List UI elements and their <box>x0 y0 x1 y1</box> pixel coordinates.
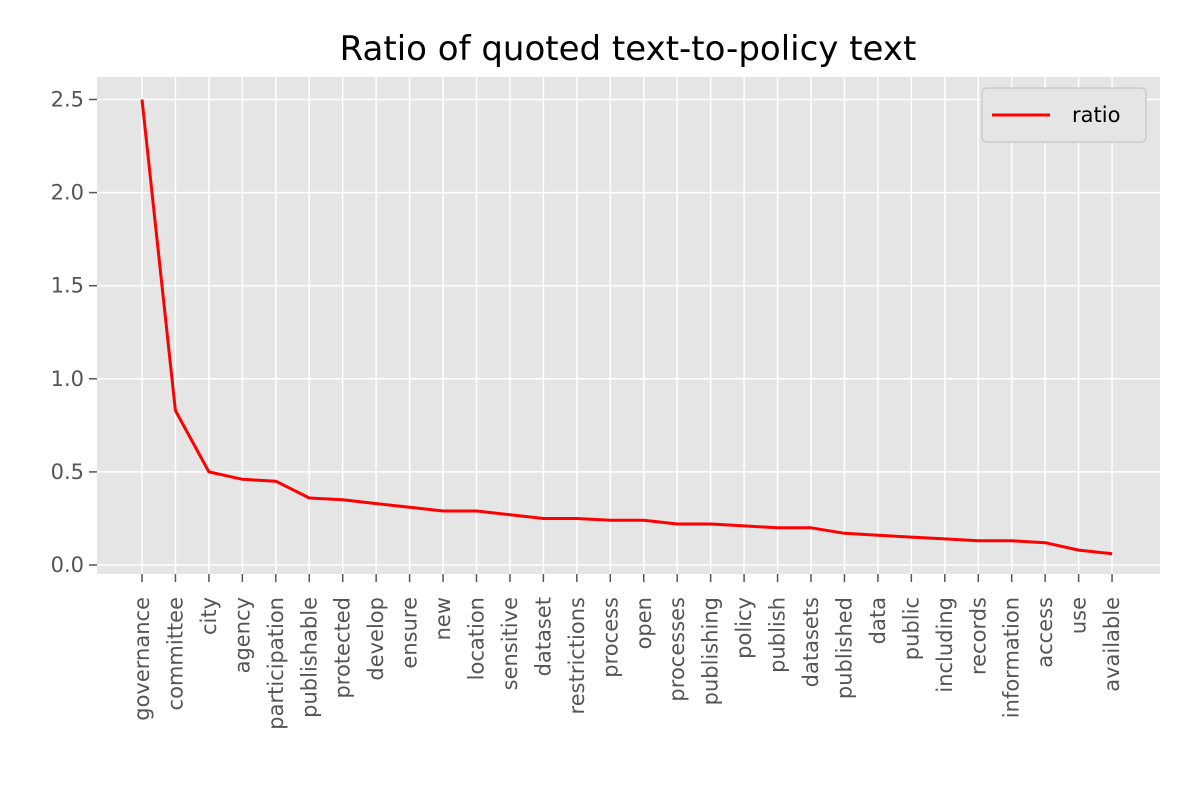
y-tick-label: 1.5 <box>51 274 84 298</box>
x-tick-label: public <box>899 597 923 660</box>
chart-title: Ratio of quoted text-to-policy text <box>340 29 917 69</box>
x-tick-label: protected <box>331 597 355 699</box>
grid <box>97 77 1160 574</box>
y-tick-label: 1.0 <box>51 367 84 391</box>
x-tick-label: publishing <box>699 597 723 705</box>
x-tick-label: policy <box>732 597 756 659</box>
y-tick-label: 2.0 <box>51 181 84 205</box>
x-tick-label: develop <box>364 597 388 681</box>
y-tick-label: 0.0 <box>51 553 84 577</box>
x-tick-label: publish <box>766 597 790 673</box>
x-tick-label: including <box>933 597 957 693</box>
x-tick-label: datasets <box>799 597 823 687</box>
x-tick-label: access <box>1033 597 1057 668</box>
x-tick-label: available <box>1100 597 1124 692</box>
x-tick-label: publishable <box>297 597 321 718</box>
x-tick-label: sensitive <box>498 597 522 690</box>
x-tick-label: city <box>197 597 221 635</box>
x-tick-label: records <box>966 597 990 675</box>
x-tick-label: ensure <box>398 597 422 669</box>
legend[interactable]: ratio <box>981 87 1147 143</box>
x-tick-label: use <box>1067 597 1091 634</box>
legend-box <box>981 87 1147 143</box>
x-tick-label: processes <box>665 597 689 702</box>
x-tick-label: dataset <box>531 597 555 676</box>
x-tick-label: governance <box>130 597 154 721</box>
x-tick-label: information <box>1000 597 1024 718</box>
series-line-ratio <box>140 99 1113 556</box>
legend-label-ratio: ratio <box>1072 103 1120 127</box>
y-axis: 0.0 0.5 1.0 1.5 2.0 2.5 <box>51 88 97 577</box>
series-group <box>140 99 1113 556</box>
y-tick-label: 2.5 <box>51 88 84 112</box>
x-tick-label: process <box>598 597 622 678</box>
x-tick-label: published <box>832 597 856 699</box>
x-tick-label: agency <box>230 597 254 673</box>
x-tick-label: data <box>866 597 890 644</box>
x-tick-label: restrictions <box>565 597 589 714</box>
plot-area <box>97 77 1160 574</box>
y-tick-label: 0.5 <box>51 460 84 484</box>
x-tick-label: new <box>431 597 455 640</box>
x-axis: governance committee city agency participati… <box>130 574 1124 730</box>
x-tick-label: committee <box>163 597 187 710</box>
x-tick-label: open <box>632 597 656 649</box>
x-tick-label: participation <box>264 597 288 730</box>
x-tick-label: location <box>465 597 489 680</box>
